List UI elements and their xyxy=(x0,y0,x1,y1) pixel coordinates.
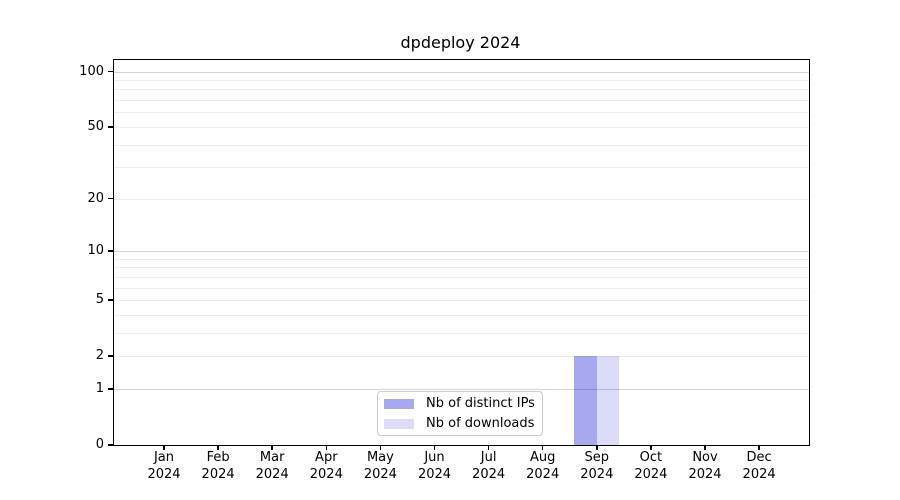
gridline-minor xyxy=(114,356,809,358)
y-tick-label: 10 xyxy=(87,243,104,258)
x-tick-label: Dec 2024 xyxy=(742,450,776,482)
legend-swatch xyxy=(384,398,414,409)
gridline-minor xyxy=(114,276,809,278)
x-tick-label: May 2024 xyxy=(363,450,397,482)
x-tick-label: Jul 2024 xyxy=(472,450,506,482)
gridline-minor xyxy=(114,300,809,302)
x-tick-mark xyxy=(271,445,273,450)
y-tick-label: 20 xyxy=(87,190,104,206)
x-tick-mark xyxy=(541,445,544,450)
x-tick-label: Aug 2024 xyxy=(526,450,560,482)
y-tick-mark xyxy=(108,250,113,252)
legend-label: Nb of distinct IPs xyxy=(426,396,535,411)
x-tick-mark xyxy=(487,445,490,450)
plot-area: 0 1 2 5 10 20 50 100 Jan 2024 Feb 2024 Mar 2024 Apr… xyxy=(79,59,810,482)
y-tick-mark xyxy=(108,299,113,301)
gridline-minor xyxy=(114,80,809,82)
y-tick-mark xyxy=(108,355,113,357)
gridline-minor xyxy=(114,198,809,200)
x-tick-mark xyxy=(433,445,436,450)
x-tick-label: Sep 2024 xyxy=(580,450,614,482)
legend-item: Nb of downloads xyxy=(384,416,536,432)
y-tick-mark xyxy=(108,388,113,390)
y-tick-label: 5 xyxy=(95,292,104,308)
x-tick-mark xyxy=(217,445,219,450)
y-tick-label: 2 xyxy=(95,348,104,364)
legend-item: Nb of distinct IPs xyxy=(384,396,536,412)
y-tick-label: 100 xyxy=(79,63,104,79)
gridline-minor xyxy=(114,267,809,269)
x-tick-mark xyxy=(379,445,382,450)
x-tick-label: Oct 2024 xyxy=(634,450,668,482)
x-tick-mark xyxy=(325,445,328,450)
gridline-minor xyxy=(114,167,809,169)
y-tick-mark xyxy=(108,197,113,200)
gridline-minor xyxy=(114,89,809,91)
x-tick-label: Jan 2024 xyxy=(147,450,181,482)
y-tick-mark xyxy=(108,444,113,446)
x-tick-label: Apr 2024 xyxy=(309,450,343,482)
x-tick-label: Feb 2024 xyxy=(201,450,235,482)
legend-swatch xyxy=(384,418,414,429)
legend-label: Nb of downloads xyxy=(426,416,535,431)
x-tick-label: Mar 2024 xyxy=(255,450,289,482)
x-tick-mark xyxy=(704,445,706,450)
gridline-major xyxy=(114,388,809,390)
x-tick-mark xyxy=(758,445,760,450)
legend: Nb of distinct IPs Nb of downloads xyxy=(377,391,543,436)
x-tick-mark xyxy=(163,445,165,450)
gridline-minor xyxy=(114,100,809,102)
gridline-minor xyxy=(114,332,809,334)
x-tick-label: Nov 2024 xyxy=(688,450,722,482)
gridline-major xyxy=(114,251,809,252)
y-tick-mark xyxy=(108,70,113,73)
gridline-minor xyxy=(114,258,809,260)
gridline-minor xyxy=(114,287,809,289)
x-tick-label: Jun 2024 xyxy=(417,450,452,482)
x-tick-mark xyxy=(596,445,598,450)
y-tick-mark xyxy=(108,126,113,128)
y-tick-label: 1 xyxy=(95,380,104,396)
x-tick-mark xyxy=(650,445,652,450)
gridline-major xyxy=(114,71,809,73)
gridline-minor xyxy=(114,314,809,316)
y-tick-label: 50 xyxy=(87,118,104,134)
gridline-minor xyxy=(114,144,809,146)
chart-title: dpdeploy 2024 xyxy=(400,33,521,52)
bar-nb-of-downloads xyxy=(596,356,620,445)
bar-nb-of-distinct-ips xyxy=(574,356,597,445)
gridline-minor xyxy=(114,112,809,114)
gridline-minor xyxy=(114,126,809,128)
y-tick-label: 0 xyxy=(95,437,104,452)
